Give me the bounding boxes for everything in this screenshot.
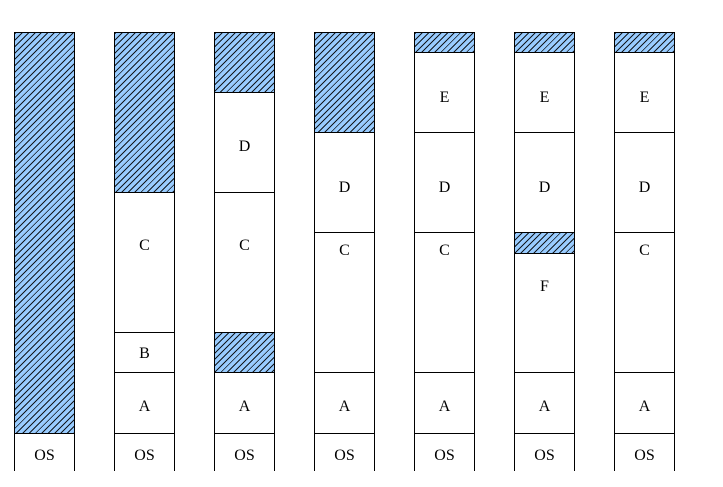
segment-d: D — [615, 133, 674, 233]
segment-free-hatched — [15, 33, 74, 434]
column-5: E D C A OS — [414, 32, 475, 472]
segment-c: C — [315, 233, 374, 373]
segment-label: OS — [634, 447, 655, 464]
segment-label: OS — [434, 447, 455, 464]
segment-d: D — [515, 133, 574, 233]
segment-label: OS — [134, 447, 155, 464]
segment-label: A — [538, 398, 551, 415]
segment-os: OS — [15, 434, 74, 472]
segment-d: D — [215, 93, 274, 193]
segment-a: A — [515, 373, 574, 434]
column-3: D C A OS — [214, 32, 275, 472]
segment-label: OS — [334, 447, 355, 464]
column-1: OS — [14, 32, 75, 472]
segment-label: E — [439, 89, 450, 106]
segment-os: OS — [515, 434, 574, 472]
segment-d: D — [415, 133, 474, 233]
segment-label: D — [538, 179, 551, 196]
segment-label: D — [638, 179, 651, 196]
segment-a: A — [115, 373, 174, 434]
segment-label: F — [540, 278, 549, 295]
segment-label: D — [238, 138, 251, 155]
segment-free-hatched — [315, 33, 374, 133]
segment-a: A — [415, 373, 474, 434]
segment-free-hatched — [515, 33, 574, 53]
segment-os: OS — [315, 434, 374, 472]
segment-label: C — [339, 242, 350, 259]
column-2: C B A OS — [114, 32, 175, 472]
segment-free-hatched — [415, 33, 474, 53]
segment-label: A — [138, 398, 151, 415]
segment-label: A — [438, 398, 451, 415]
segment-label: A — [338, 398, 351, 415]
segment-label: OS — [534, 447, 555, 464]
segment-f: F — [515, 254, 574, 373]
segment-os: OS — [615, 434, 674, 472]
segment-free-hatched — [115, 33, 174, 193]
segment-d: D — [315, 133, 374, 233]
segment-label: OS — [34, 447, 55, 464]
segment-free-hatched — [215, 33, 274, 93]
segment-e: E — [515, 53, 574, 133]
segment-a: A — [215, 373, 274, 434]
segment-label: OS — [234, 447, 255, 464]
segment-label: A — [238, 398, 251, 415]
segment-e: E — [615, 53, 674, 133]
segment-e: E — [415, 53, 474, 133]
segment-label: C — [639, 242, 650, 259]
segment-c: C — [615, 233, 674, 373]
segment-c: C — [215, 193, 274, 333]
segment-label: E — [639, 89, 650, 106]
segment-free-hatched — [515, 233, 574, 254]
segment-os: OS — [215, 434, 274, 472]
segment-c: C — [115, 193, 174, 333]
segment-label: E — [539, 89, 550, 106]
segment-os: OS — [415, 434, 474, 472]
column-4: D C A OS — [314, 32, 375, 472]
segment-label: C — [139, 237, 150, 254]
segment-label: C — [239, 237, 250, 254]
segment-c: C — [415, 233, 474, 373]
column-7: E D C A OS — [614, 32, 675, 472]
segment-a: A — [615, 373, 674, 434]
segment-os: OS — [115, 434, 174, 472]
segment-free-hatched — [615, 33, 674, 53]
column-6: E D F A OS — [514, 32, 575, 472]
segment-label: C — [439, 242, 450, 259]
segment-label: D — [338, 179, 351, 196]
segment-label: D — [438, 179, 451, 196]
segment-a: A — [315, 373, 374, 434]
segment-label: A — [638, 398, 651, 415]
segment-b: B — [115, 333, 174, 373]
segment-free-hatched — [215, 333, 274, 373]
segment-label: B — [139, 345, 150, 362]
